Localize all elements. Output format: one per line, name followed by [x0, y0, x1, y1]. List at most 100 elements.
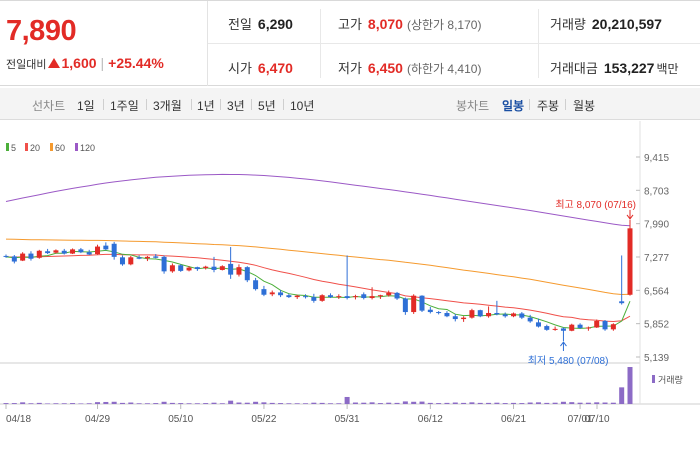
candle-body [311, 297, 317, 301]
candle-body [186, 267, 192, 271]
ma20-line [5, 253, 631, 323]
period-weekly[interactable]: 주봉 [537, 99, 560, 113]
stat-label: 거래량 [550, 17, 586, 32]
volume-bar [444, 402, 450, 404]
volume-bar [585, 402, 591, 404]
candle-body [278, 292, 284, 296]
candle-body [436, 312, 442, 314]
candle-body [161, 256, 167, 272]
volume-bar [95, 402, 101, 404]
volume-bar [394, 402, 400, 404]
candle-body [327, 295, 333, 298]
period-3m[interactable]: 3개월 [153, 99, 182, 113]
candle-body [203, 266, 209, 269]
y-tick-label: 9,415 [644, 153, 669, 164]
volume-bar [469, 402, 475, 404]
volume-bar [594, 402, 600, 404]
toolbar-divider [191, 99, 192, 110]
volume-bar [119, 402, 125, 404]
period-5y[interactable]: 5년 [258, 99, 276, 113]
x-tick-label: 05/31 [335, 414, 360, 425]
stats-row-divider [208, 43, 700, 44]
current-price: 7,890 [6, 15, 77, 47]
volume-bar [352, 402, 358, 404]
candle-body [86, 252, 92, 255]
volume-bar [336, 403, 342, 404]
candle-body [53, 250, 59, 253]
stat-label: 저가 [338, 61, 362, 76]
period-3y[interactable]: 3년 [227, 99, 245, 113]
stock-chart[interactable]: 5 20 60 120 9,415 8,703 7,990 7,277 6,564 5,852 5,… [0, 121, 700, 450]
volume-bar [128, 402, 134, 404]
candle-body [103, 245, 109, 250]
volume-bar [502, 403, 508, 404]
toolbar-divider [529, 99, 530, 110]
x-tick-label: 06/12 [418, 414, 443, 425]
volume-bar [544, 402, 550, 404]
period-monthly[interactable]: 월봉 [573, 99, 596, 113]
volume-bar [36, 402, 42, 404]
upper-limit: (상한가 8,170) [406, 18, 482, 32]
candle-body [70, 249, 76, 254]
y-tick-label: 5,139 [644, 353, 669, 364]
candle-body [178, 265, 184, 271]
candle-body [3, 255, 9, 257]
volume-bar [253, 401, 259, 404]
candle-body [552, 328, 558, 330]
volume-bar [61, 403, 67, 404]
candle-body [527, 317, 533, 322]
period-1d[interactable]: 1일 [77, 99, 95, 113]
candle-body [344, 296, 350, 299]
volume-bar [377, 403, 383, 404]
low-arrow-icon [560, 341, 567, 352]
x-tick-label: 04/29 [85, 414, 110, 425]
candle-body [111, 243, 117, 257]
stats-grid: 전일 6,290 시가 6,470 고가 8,070 (상한가 8,170) 저가 6,4… [208, 1, 700, 86]
toolbar-divider [565, 99, 566, 110]
volume-bar [361, 402, 367, 404]
volume-bar [602, 402, 608, 404]
volume-bar [236, 402, 242, 404]
volume-bar [486, 402, 492, 404]
volume-bar [86, 403, 92, 404]
toolbar-divider [251, 99, 252, 110]
period-1y[interactable]: 1년 [197, 99, 215, 113]
volume-bar [161, 401, 167, 404]
candle-body [78, 249, 84, 253]
candle-body [153, 256, 159, 258]
candle-body [619, 301, 625, 304]
toolbar-divider [220, 99, 221, 110]
candle-body [544, 326, 550, 330]
candle-body [502, 314, 508, 317]
period-10y[interactable]: 10년 [290, 99, 315, 113]
stat-open: 시가 6,470 [228, 58, 293, 77]
legend-label: 5 [11, 143, 16, 153]
stat-value: 153,227 [603, 60, 655, 76]
volume-bar [228, 400, 234, 404]
period-daily[interactable]: 일봉 [502, 99, 525, 113]
toolbar-divider [146, 99, 147, 110]
volume-legend-swatch [652, 375, 655, 383]
candle-body [36, 250, 42, 258]
volume-bar [552, 402, 558, 404]
volume-bar [535, 402, 541, 404]
candle-body [11, 256, 17, 262]
candle-body [319, 295, 325, 301]
candle-body [602, 320, 608, 330]
price-summary: 7,890 전일대비 1,600 | +25.44% [0, 1, 208, 86]
candle-body [228, 263, 234, 275]
candle-body [211, 266, 217, 270]
chart-svg[interactable]: 5 20 60 120 9,415 8,703 7,990 7,277 6,564 5,852 5,… [0, 121, 700, 450]
volume-bar [427, 402, 433, 404]
toolbar-divider [103, 99, 104, 110]
candle-body [136, 257, 142, 259]
volume-bar [311, 402, 317, 404]
volume-bar [303, 403, 309, 404]
volume-bar [419, 401, 425, 404]
candle-chart-label: 봉차트 [456, 99, 490, 113]
period-1w[interactable]: 1주일 [110, 99, 139, 113]
legend-label: 60 [55, 143, 65, 153]
volume-bar [569, 402, 575, 404]
change-percent: +25.44% [108, 55, 164, 71]
volume-bar [53, 403, 59, 404]
